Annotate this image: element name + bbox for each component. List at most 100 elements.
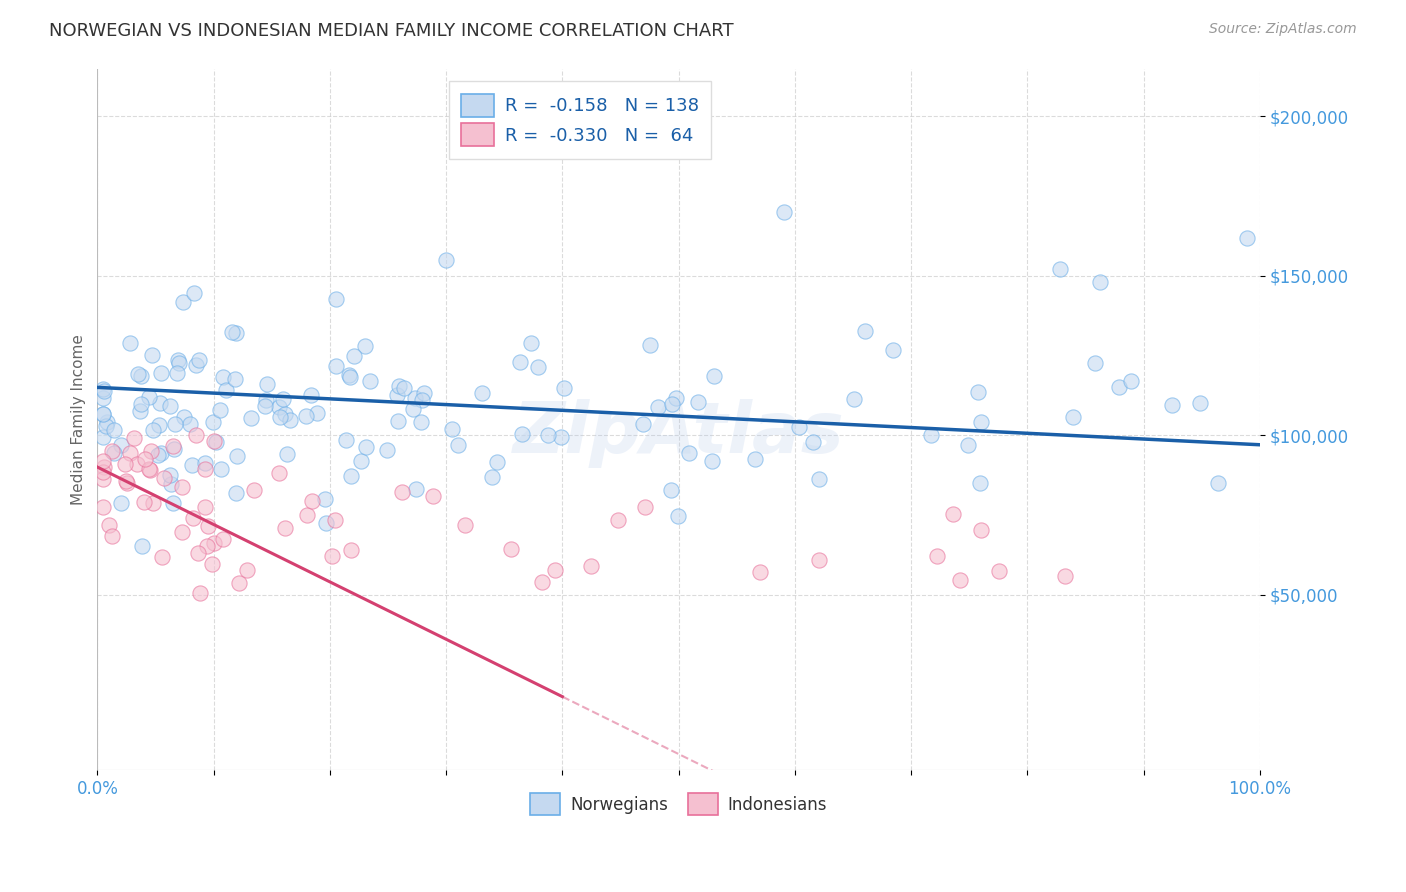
Point [150,446,173,460]
Point [842,392,865,406]
Point [273,407,295,421]
Point [132,495,155,509]
Point [678,446,700,460]
Point [202,415,225,429]
Point [920,427,942,442]
Point [114,458,136,472]
Point [579,559,602,574]
Point [212,532,235,546]
Point [221,325,243,339]
Point [91,382,114,396]
Point [120,335,142,350]
Point [170,480,193,494]
Point [422,489,444,503]
Point [239,411,262,425]
Point [97,517,120,532]
Point [91,430,114,444]
Point [412,385,434,400]
Point [391,485,413,500]
Point [633,417,655,432]
Text: NORWEGIAN VS INDONESIAN MEDIAN FAMILY INCOME CORRELATION CHART: NORWEGIAN VS INDONESIAN MEDIAN FAMILY IN… [49,22,734,40]
Point [138,461,160,475]
Point [167,353,190,368]
Point [970,524,993,538]
Y-axis label: Median Family Income: Median Family Income [72,334,86,505]
Point [387,413,409,427]
Point [988,564,1011,578]
Point [543,563,565,577]
Point [321,549,343,563]
Point [1236,230,1258,244]
Point [527,360,550,375]
Point [385,388,408,402]
Point [1088,275,1111,289]
Point [295,508,318,523]
Point [186,358,208,372]
Point [118,446,141,460]
Point [509,354,531,368]
Point [91,391,114,405]
Point [131,396,153,410]
Point [225,326,247,340]
Point [103,446,125,460]
Point [180,458,202,472]
Point [354,440,377,454]
Point [225,449,247,463]
Point [350,454,373,468]
Point [160,477,183,491]
Point [172,294,194,309]
Point [647,400,669,414]
Point [181,511,204,525]
Point [134,451,156,466]
Point [307,406,329,420]
Point [96,415,118,429]
Point [188,586,211,600]
Point [948,574,970,588]
Point [149,366,172,380]
Point [411,392,433,407]
Point [375,442,398,457]
Point [510,427,533,442]
Point [454,517,477,532]
Point [634,500,657,515]
Point [93,384,115,398]
Point [179,417,201,432]
Point [202,434,225,448]
Point [201,557,224,571]
Point [481,469,503,483]
Point [957,438,980,452]
Point [967,384,990,399]
Point [269,410,291,425]
Text: Source: ZipAtlas.com: Source: ZipAtlas.com [1209,22,1357,37]
Point [315,516,337,530]
Point [471,386,494,401]
Point [211,369,233,384]
Point [184,427,207,442]
Point [536,428,558,442]
Point [927,549,949,563]
Point [91,407,114,421]
Point [93,460,115,475]
Point [354,339,377,353]
Point [208,403,231,417]
Point [744,451,766,466]
Point [1049,262,1071,277]
Point [125,458,148,472]
Point [335,433,357,447]
Point [96,418,118,433]
Point [243,483,266,497]
Point [773,205,796,219]
Point [294,409,316,423]
Point [224,372,246,386]
Point [853,324,876,338]
Point [142,496,165,510]
Point [194,461,217,475]
Point [401,401,423,416]
Point [204,434,226,449]
Point [100,444,122,458]
Point [225,486,247,500]
Point [256,376,278,391]
Point [801,434,824,449]
Point [409,415,432,429]
Point [148,418,170,433]
